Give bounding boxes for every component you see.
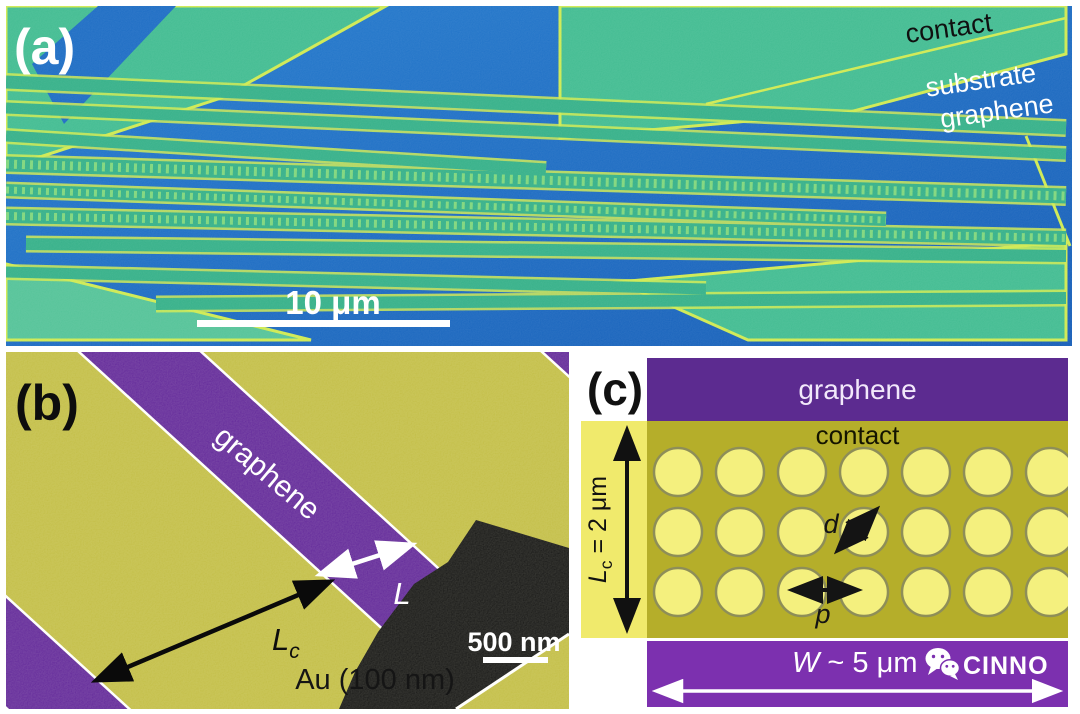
channel-width-label: W ~ 5 μm [792,647,918,679]
hole-circle [652,446,704,498]
panel-b-label: (b) [15,375,79,431]
contact-length-arrow [90,579,336,683]
hole-circle [652,566,704,618]
hole-circle [1024,566,1068,618]
hole-circle [962,446,1014,498]
hole-circle [1024,446,1068,498]
graphene-band-label: graphene [798,373,917,405]
scale-bar-a [197,320,450,327]
hole-circle [714,566,766,618]
hole-circle [900,506,952,558]
graphene-band: graphene [647,358,1068,421]
hole-circle [900,446,952,498]
scale-bar-b [483,657,548,663]
hole-circle [714,506,766,558]
wechat-icon [925,648,961,680]
hole-circle [838,446,890,498]
panel-c-schematic: (c) graphene contact d p [578,352,1072,709]
hole-circle [838,506,890,558]
hole-circle [776,506,828,558]
contact-length-strip [581,421,647,638]
hole-array: d p [652,446,1068,629]
graphene-bottom-band: W ~ 5 μm CINNO [647,641,1068,707]
contact-region-label: contact [815,420,900,450]
panel-c-label: (c) [586,363,644,415]
hole-circle [962,506,1014,558]
panel-a-label: (a) [14,19,75,75]
channel-length-label: L [393,576,410,611]
metal-thickness-label: Au (100 nm) [295,664,455,696]
hole-circles [652,446,1068,618]
channel-length-arrow [314,540,418,579]
contact-length-label: Lc [272,622,300,663]
panel-a-sem-image: (a) contact substrate graphene 10 μm [6,6,1072,346]
scale-bar-label-a: 10 μm [285,284,380,321]
hole-circle [714,446,766,498]
hole-circle [962,566,1014,618]
hole-diameter-label: d [823,509,839,539]
hole-diameter-arrow [833,505,881,555]
hole-circle [900,566,952,618]
panel-b-sem-image: (b) graphene L Lc Au (100 nm) 500 nm [6,352,569,709]
hole-circle [776,446,828,498]
hole-circle [652,506,704,558]
sem-noise-texture [6,6,1072,346]
contact-length-label-c: Lc = 2 μm [584,475,617,584]
cinno-watermark: CINNO [963,652,1049,680]
hole-circle [1024,506,1068,558]
hole-pitch-label: p [814,599,830,629]
scale-bar-label-b: 500 nm [467,627,560,657]
